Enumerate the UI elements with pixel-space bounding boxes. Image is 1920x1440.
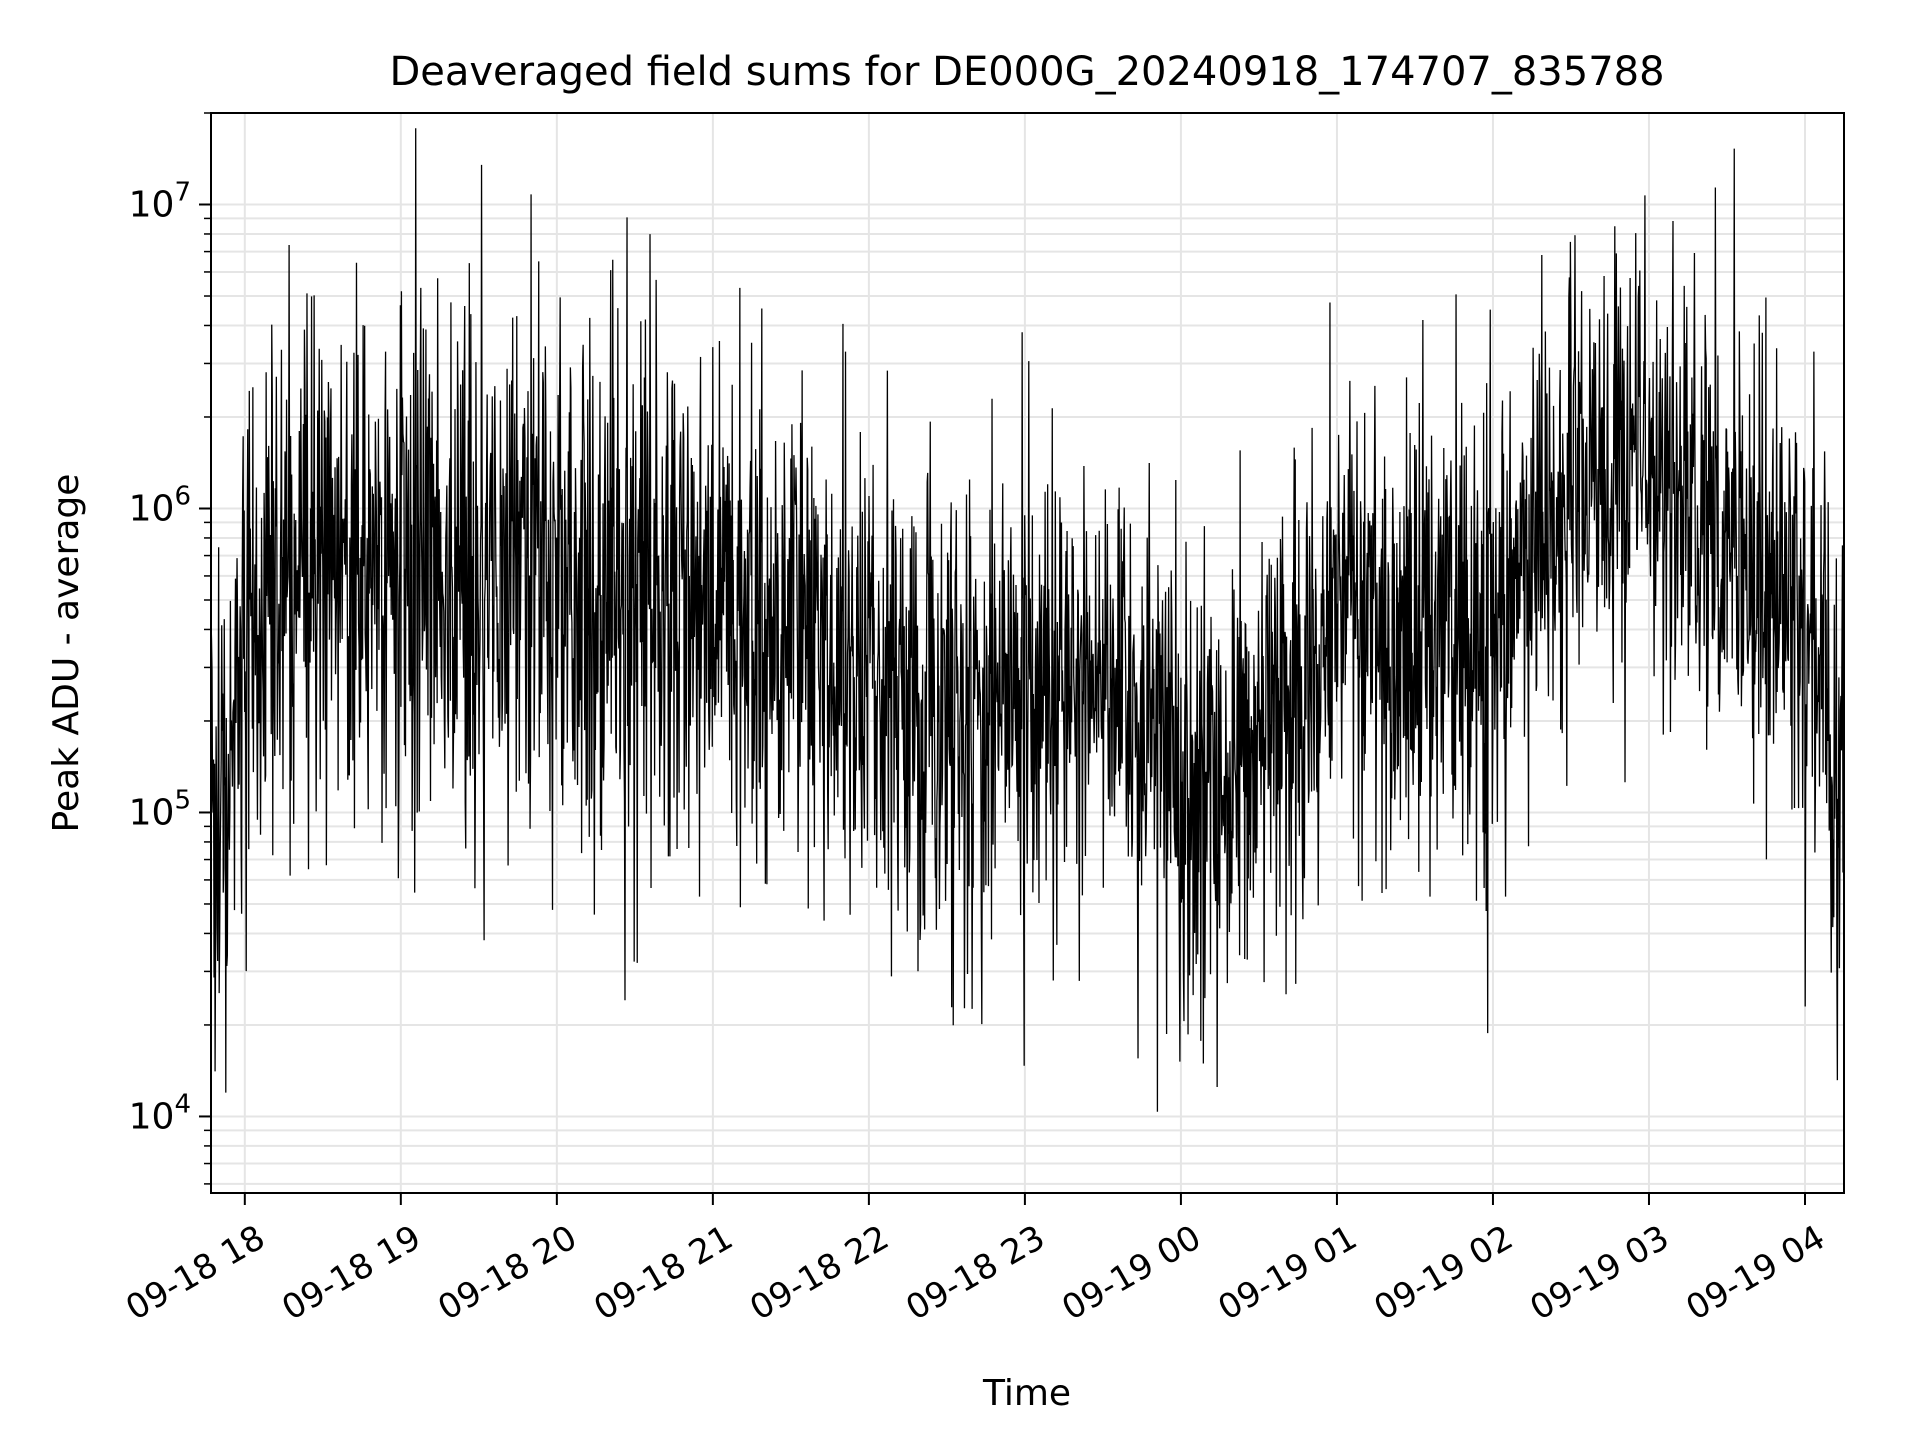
chart-title: Deaveraged field sums for DE000G_2024091… — [389, 49, 1664, 95]
y-tick-label: 107 — [129, 178, 191, 226]
plot-area — [210, 128, 1845, 1112]
series-line — [210, 128, 1845, 1112]
x-axis-label: Time — [982, 1373, 1071, 1414]
y-axis-label: Peak ADU - average — [46, 474, 87, 833]
y-tick-label: 105 — [129, 785, 191, 833]
y-tick-label: 104 — [129, 1089, 191, 1137]
y-tick-label: 106 — [129, 481, 191, 529]
plot-frame — [210, 112, 1845, 1194]
